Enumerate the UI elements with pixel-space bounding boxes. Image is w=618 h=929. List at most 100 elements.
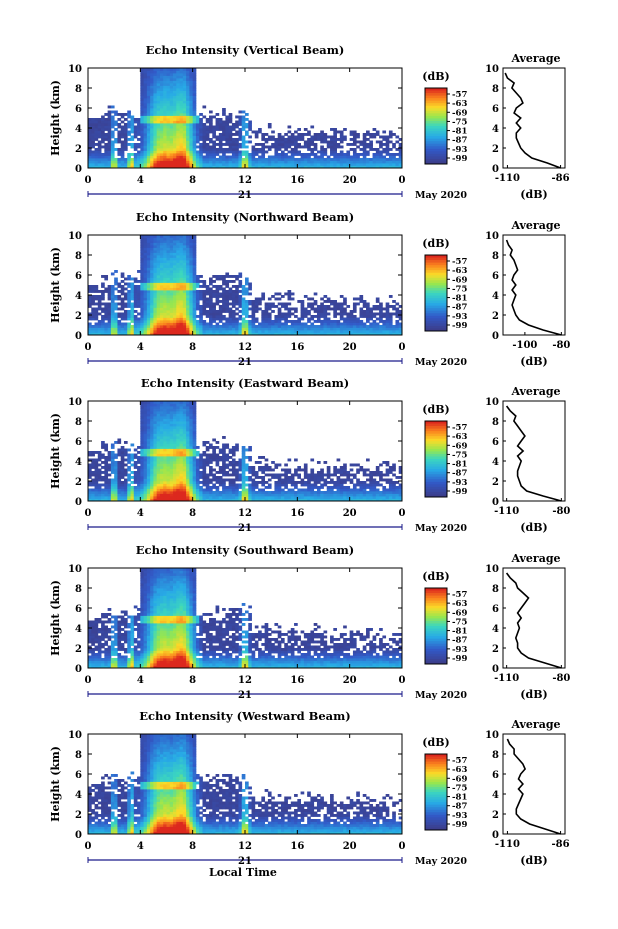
heatmap-cell: [385, 143, 390, 146]
heatmap-cell: [182, 443, 187, 447]
heatmap-cell: [163, 431, 167, 434]
heatmap-cell: [173, 310, 177, 313]
heatmap-cell: [114, 327, 118, 331]
heatmap-cell: [146, 330, 151, 333]
heatmap-cell: [209, 148, 213, 151]
heatmap-cell: [300, 158, 305, 161]
heatmap-cell: [133, 277, 138, 281]
heatmap-cell: [228, 330, 233, 333]
heatmap-cell: [110, 315, 115, 318]
heatmap-cell: [375, 148, 380, 151]
heatmap-cell: [91, 150, 95, 154]
heatmap-cell: [150, 247, 154, 251]
heatmap-cell: [251, 165, 256, 169]
heatmap-cell: [231, 330, 236, 333]
heatmap-cell: [287, 330, 292, 333]
heatmap-cell: [336, 138, 341, 141]
heatmap-cell: [271, 320, 275, 323]
heatmap-cell: [101, 498, 105, 502]
heatmap-cell: [150, 411, 154, 414]
heatmap-cell: [107, 317, 112, 321]
heatmap-cell: [199, 307, 203, 311]
heatmap-cell: [202, 300, 207, 303]
heatmap-cell: [369, 140, 373, 144]
heatmap-cell: [97, 145, 102, 149]
heatmap-cell: [356, 158, 360, 161]
heatmap-cell: [153, 95, 158, 99]
heatmap-cell: [209, 307, 213, 311]
heatmap-cell: [179, 426, 184, 429]
heatmap-cell: [388, 155, 393, 159]
heatmap-cell: [179, 468, 184, 472]
heatmap-cell: [166, 431, 171, 434]
heatmap-cell: [179, 148, 184, 151]
heatmap-cell: [186, 128, 190, 131]
heatmap-cell: [267, 305, 272, 308]
heatmap-cell: [127, 160, 131, 164]
heatmap-cell: [189, 325, 194, 328]
colorbar-segment: [425, 128, 447, 132]
heatmap-cell: [238, 145, 243, 149]
heatmap-cell: [156, 128, 161, 131]
heatmap-cell: [369, 165, 373, 169]
heatmap-cell: [352, 143, 357, 146]
heatmap-cell: [182, 133, 187, 136]
colorbar-segment: [425, 120, 447, 124]
heatmap-cell: [91, 163, 95, 166]
heatmap-cell: [277, 148, 282, 151]
heatmap-cell: [254, 133, 259, 136]
heatmap-cell: [104, 155, 109, 159]
heatmap-cell: [209, 322, 213, 326]
heatmap-cell: [297, 332, 301, 336]
heatmap-cell: [101, 145, 105, 149]
heatmap-cell: [163, 150, 167, 154]
heatmap-cell: [326, 325, 331, 328]
heatmap-cell: [156, 478, 161, 482]
heatmap-cell: [189, 491, 194, 494]
heatmap-cell: [120, 150, 125, 154]
heatmap-cell: [182, 290, 187, 293]
heatmap-cell: [153, 257, 158, 261]
heatmap-cell: [91, 123, 95, 126]
heatmap-cell: [104, 277, 109, 281]
heatmap-cell: [186, 83, 190, 86]
heatmap-cell: [189, 315, 194, 318]
heatmap-cell: [189, 486, 194, 489]
heatmap-cell: [388, 320, 393, 323]
heatmap-cell: [202, 310, 207, 313]
heatmap-cell: [104, 160, 109, 164]
heatmap-cell: [192, 123, 197, 126]
heatmap-cell: [169, 332, 174, 336]
heatmap-cell: [205, 486, 210, 489]
heatmap-cell: [366, 315, 370, 318]
heatmap-cell: [169, 280, 174, 283]
heatmap-cell: [182, 310, 187, 313]
heatmap-cell: [264, 150, 269, 154]
heatmap-cell: [156, 125, 161, 129]
heatmap-cell: [137, 317, 141, 321]
heatmap-cell: [140, 95, 144, 99]
heatmap-cell: [156, 423, 161, 427]
heatmap-cell: [199, 150, 203, 154]
heatmap-cell: [192, 93, 197, 96]
heatmap-cell: [303, 155, 308, 159]
heatmap-cell: [192, 433, 197, 437]
heatmap-cell: [127, 285, 131, 288]
heatmap-cell: [228, 310, 233, 313]
heatmap-cell: [156, 240, 161, 243]
heatmap-cell: [241, 330, 246, 333]
heatmap-cell: [101, 441, 105, 444]
heatmap-cell: [150, 327, 154, 331]
heatmap-cell: [137, 302, 141, 306]
heatmap-cell: [173, 320, 177, 323]
heatmap-cell: [235, 150, 239, 154]
heatmap-cell: [287, 125, 292, 129]
heatmap-cell: [143, 148, 148, 151]
heatmap-cell: [294, 163, 298, 166]
heatmap-cell: [163, 128, 167, 131]
heatmap-cell: [192, 163, 197, 166]
heatmap-cell: [166, 262, 171, 266]
heatmap-cell: [186, 488, 190, 492]
heatmap-cell: [159, 155, 164, 159]
heatmap-cell: [156, 108, 161, 111]
